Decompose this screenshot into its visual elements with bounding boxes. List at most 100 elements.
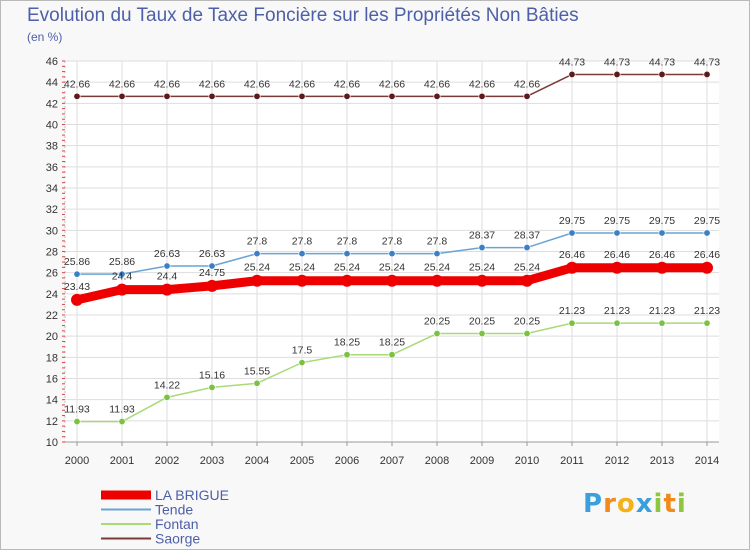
data-point [386,274,398,287]
data-label: 44.73 [604,56,630,68]
data-label: 27.8 [292,236,313,248]
x-tick-label: 2000 [65,455,89,467]
data-label: 21.23 [559,305,585,317]
data-label: 42.66 [334,78,360,90]
data-label: 42.66 [379,78,405,90]
data-label: 29.75 [604,215,630,227]
data-point [476,274,488,287]
y-tick-label: 16 [46,374,58,386]
data-label: 18.25 [334,337,360,349]
x-tick-label: 2006 [335,455,359,467]
x-tick-label: 2007 [380,455,404,467]
y-tick-label: 38 [46,141,58,153]
data-point [521,274,533,287]
legend-label: Saorge [155,531,200,547]
legend-label: LA BRIGUE [155,487,229,503]
x-tick-label: 2003 [200,455,224,467]
data-label: 11.93 [64,404,90,416]
data-label: 11.93 [109,404,135,416]
data-point [388,250,396,258]
y-tick-label: 36 [46,162,58,174]
data-point [523,330,531,338]
data-label: 42.66 [154,78,180,90]
logo-letter: r [603,489,617,519]
data-label: 18.25 [379,337,405,349]
data-label: 25.24 [334,262,360,274]
data-point [388,351,396,359]
data-point [658,70,666,78]
data-label: 25.24 [424,262,450,274]
data-point [71,293,83,306]
data-label: 20.25 [514,316,540,328]
data-point [568,229,576,237]
data-label: 26.63 [199,248,225,260]
y-tick-label: 30 [46,225,58,237]
data-point [298,250,306,258]
x-tick-label: 2010 [515,455,539,467]
data-point [253,250,261,258]
data-point [703,229,711,237]
data-label: 26.46 [559,249,585,261]
y-tick-label: 26 [46,268,58,280]
data-label: 25.24 [244,262,270,274]
data-label: 21.23 [694,305,720,317]
y-tick-label: 40 [46,120,58,132]
data-label: 26.46 [604,249,630,261]
data-point [341,274,353,287]
data-label: 27.8 [337,236,358,248]
y-tick-label: 32 [46,204,58,216]
data-point [163,92,171,100]
data-point [658,319,666,327]
data-point [118,418,126,426]
x-tick-label: 2012 [605,455,629,467]
data-label: 17.5 [292,345,313,357]
data-point [73,92,81,100]
data-label: 24.75 [199,267,225,279]
data-label: 27.8 [247,236,268,248]
data-point [163,393,171,401]
data-label: 25.24 [379,262,405,274]
data-point [253,92,261,100]
data-point [613,319,621,327]
data-point [433,250,441,258]
y-tick-label: 42 [46,98,58,110]
x-tick-label: 2009 [470,455,494,467]
x-tick-label: 2008 [425,455,449,467]
y-tick-label: 10 [46,437,58,449]
x-tick-label: 2004 [245,455,269,467]
data-point [208,262,216,270]
data-label: 25.24 [289,262,315,274]
logo-letter: x [635,489,654,519]
x-tick-label: 2005 [290,455,314,467]
x-tick-label: 2011 [560,455,584,467]
logo-letter: o [616,489,636,519]
x-tick-label: 2002 [155,455,179,467]
data-label: 28.37 [469,230,495,242]
data-point [343,92,351,100]
legend-label: Tende [155,502,193,518]
x-tick-label: 2014 [695,455,719,467]
data-point [343,351,351,359]
data-label: 28.37 [514,230,540,242]
data-label: 25.24 [469,262,495,274]
data-point [703,70,711,78]
data-label: 42.66 [109,78,135,90]
data-point [611,261,623,274]
data-label: 15.55 [244,365,270,377]
data-point [343,250,351,258]
data-point [568,70,576,78]
data-point [658,229,666,237]
legend-label: Fontan [155,516,199,532]
data-point [208,92,216,100]
data-point [388,92,396,100]
data-point [116,283,128,296]
data-point [208,383,216,391]
data-label: 42.66 [469,78,495,90]
data-label: 42.66 [289,78,315,90]
data-point [206,279,218,292]
data-point [73,270,81,278]
data-label: 27.8 [382,236,403,248]
data-label: 25.86 [109,256,135,268]
data-point [118,270,126,278]
